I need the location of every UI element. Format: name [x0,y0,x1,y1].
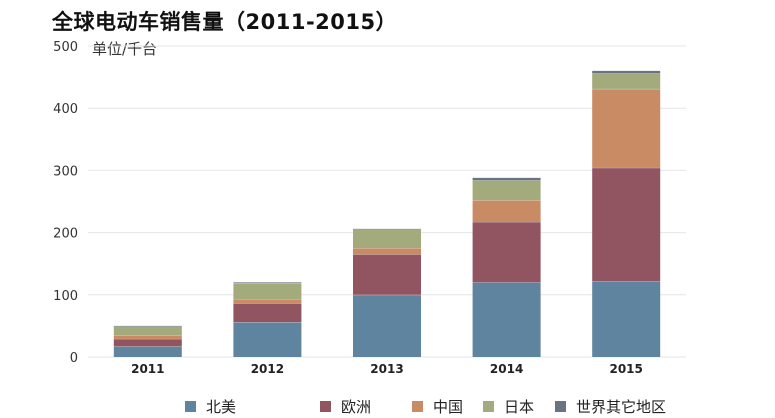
bar-segment-series-1 [592,167,661,282]
x-axis-ticks: 2011 2012 2013 2014 2015 [131,362,643,376]
unit-label: 单位/千台 [92,40,158,58]
legend-swatch [185,400,196,412]
y-tick-label: 100 [53,289,78,304]
legend-item: 北美 [185,395,236,417]
chart-title: 全球电动车销售量（2011-2015） [52,10,398,34]
legend-swatch [320,400,331,412]
bar-segment-series-2 [113,335,182,339]
y-tick-label: 300 [53,164,78,179]
bar-stack-2013 [353,228,421,357]
bar-segment-series-2 [353,248,421,255]
bar-segment-series-3 [592,73,661,89]
x-tick-label: 2012 [251,362,284,376]
y-tick-label: 200 [53,227,78,242]
bar-segment-series-2 [472,200,541,223]
legend-label: 北美 [206,397,237,416]
bar-segment-series-2 [233,299,302,304]
x-tick-label: 2015 [609,362,642,376]
bar-stack-2011 [113,325,182,357]
legend-item: 世界其它地区 [555,395,666,417]
legend-item: 中国 [412,395,463,417]
bar-segment-series-4 [472,177,541,181]
bar-segment-series-4 [353,228,421,230]
y-tick-label: 400 [53,102,78,117]
x-tick-label: 2011 [131,362,164,376]
bar-segment-series-0 [113,346,182,357]
bar-segment-series-0 [353,294,421,357]
bar-segment-series-3 [353,229,421,249]
legend-swatch [412,400,423,412]
bar-segment-series-1 [233,303,302,323]
bar-segment-series-1 [353,254,421,295]
bar-segment-series-0 [233,322,302,357]
x-tick-label: 2013 [370,362,403,376]
y-axis-ticks: 0 100 200 300 400 500 [53,40,78,366]
legend-swatch [555,400,566,412]
bar-segment-series-1 [472,222,541,283]
bar-segment-series-1 [113,338,182,347]
legend-label: 日本 [504,397,535,416]
y-tick-label: 500 [53,40,78,55]
bar-segment-series-0 [592,281,661,357]
bar-segment-series-2 [592,88,661,168]
legend-label: 欧洲 [341,397,372,416]
bar-segment-series-0 [472,282,541,357]
legend-label: 世界其它地区 [576,397,667,416]
legend-item: 日本 [483,395,534,417]
bar-stack-2014 [472,177,541,357]
x-tick-label: 2014 [490,362,523,376]
y-tick-label: 0 [70,351,78,366]
bar-segment-series-3 [233,282,302,300]
bars [113,70,661,357]
bar-segment-series-4 [233,282,302,283]
legend-swatch [483,400,494,412]
legend-item: 欧洲 [320,395,371,417]
legend-label: 中国 [433,397,464,416]
bar-segment-series-3 [113,326,182,336]
bar-stack-2015 [592,70,661,357]
bar-segment-series-3 [472,180,541,201]
bar-stack-2012 [233,282,302,357]
bar-segment-series-4 [113,325,182,327]
bar-segment-series-4 [592,70,661,74]
legend: 北美 欧洲 中国 日本 世界其它地区 [0,395,775,417]
